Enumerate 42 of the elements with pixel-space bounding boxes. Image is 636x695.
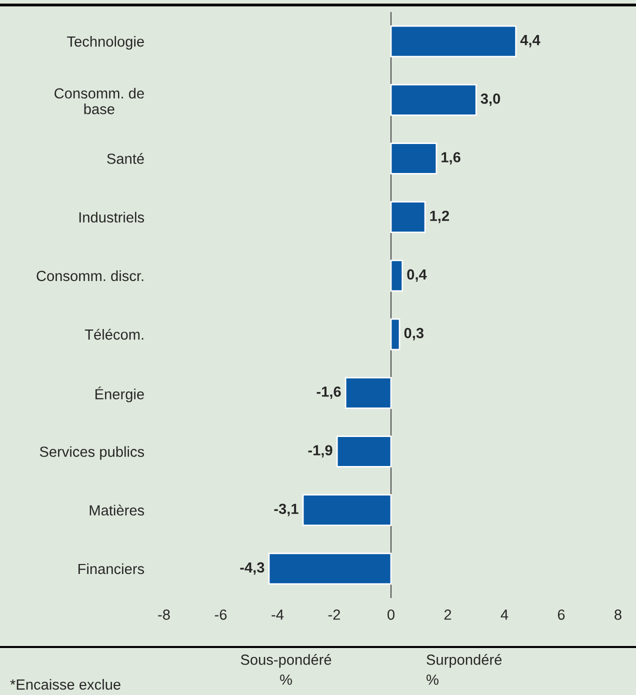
bar xyxy=(268,552,392,585)
bar xyxy=(344,376,392,409)
data-label: 3,0 xyxy=(480,93,500,106)
x-tick-label: 8 xyxy=(614,609,622,620)
bar xyxy=(336,436,392,468)
bar xyxy=(390,318,400,350)
x-tick-label: -2 xyxy=(328,609,340,620)
x-tick-label: -6 xyxy=(214,609,227,620)
bar xyxy=(302,494,392,526)
y-tick-label: Technologie xyxy=(67,36,144,50)
y-tick-label: Industriels xyxy=(79,212,144,223)
y-tick-label: Matières xyxy=(90,504,144,516)
data-label: 0,3 xyxy=(404,328,424,340)
data-label: -1,9 xyxy=(308,445,332,458)
data-label: -3,1 xyxy=(274,504,298,516)
bar xyxy=(390,142,438,174)
bar xyxy=(390,201,426,234)
data-label: 1,6 xyxy=(442,152,460,165)
data-label: 4,4 xyxy=(520,35,540,48)
x-tick-label: 6 xyxy=(558,609,565,620)
bar xyxy=(390,25,517,58)
y-tick-label: Consomm. discr. xyxy=(36,270,144,282)
data-label: 1,2 xyxy=(430,210,449,224)
data-label: -4,3 xyxy=(240,562,264,575)
y-tick-label: Financiers xyxy=(78,563,144,574)
text: Sous-pondéré % xyxy=(240,654,332,685)
x-tick-label: 2 xyxy=(444,609,452,620)
y-tick-label: Télécom. xyxy=(84,328,144,340)
text: *Encaisse exclue xyxy=(10,679,120,690)
bar xyxy=(390,260,404,292)
bar xyxy=(390,84,477,116)
x-tick-label: 0 xyxy=(388,609,394,620)
x-tick-label: 4 xyxy=(500,610,508,620)
y-tick-label: Santé xyxy=(107,153,144,164)
y-tick-label: Services publics xyxy=(40,446,144,460)
text: Surpondéré % xyxy=(426,654,502,685)
y-tick-label: Énergie xyxy=(95,386,144,402)
data-label: 0,4 xyxy=(407,269,427,282)
y-tick-label: Consomm. de base xyxy=(54,88,144,114)
x-tick-label: -8 xyxy=(158,609,170,620)
data-label: -1,6 xyxy=(316,386,341,399)
x-tick-label: -4 xyxy=(272,610,284,620)
